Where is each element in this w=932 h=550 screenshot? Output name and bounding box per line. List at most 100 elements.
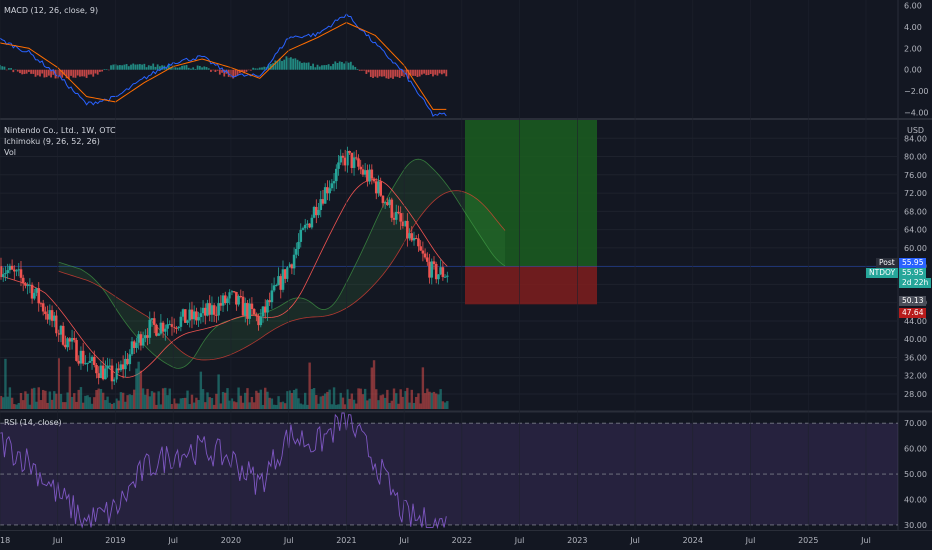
macd-histogram-bar	[190, 68, 192, 70]
volume-bar	[46, 402, 49, 409]
volume-bar	[77, 389, 80, 409]
volume-bar	[264, 387, 267, 409]
volume-bar	[204, 402, 207, 409]
volume-bar	[277, 396, 280, 409]
macd-histogram-bar	[334, 61, 337, 70]
volume-bar	[379, 395, 382, 409]
macd-histogram-bar	[99, 69, 101, 72]
candle-body	[55, 315, 58, 334]
macd-histogram-bar	[176, 67, 179, 70]
volume-bar	[26, 393, 29, 409]
macd-histogram-bar	[7, 68, 10, 70]
volume-bar	[397, 403, 400, 409]
macd-line	[0, 13, 447, 117]
candle-body	[4, 273, 7, 275]
macd-histogram-bar	[387, 69, 390, 79]
macd-histogram-bar	[394, 69, 397, 77]
candle-body	[370, 169, 374, 179]
macd-histogram-bar	[354, 66, 357, 70]
candle-body	[426, 257, 429, 262]
macd-histogram-bar	[161, 65, 163, 70]
candle-body	[392, 217, 396, 220]
volume-bar	[281, 401, 285, 409]
volume-bar	[332, 387, 336, 409]
macd-histogram-bar	[30, 69, 32, 74]
volume-bar	[357, 388, 360, 409]
volume-bar	[141, 388, 145, 409]
macd-histogram-bar	[316, 64, 319, 70]
candle-body	[77, 360, 81, 364]
rsi-tick-label: 60.00	[904, 445, 927, 454]
volume-bar	[368, 398, 371, 409]
volume-bar	[184, 397, 187, 409]
candle-body	[190, 309, 194, 320]
candle-body	[72, 338, 76, 341]
macd-histogram-bar	[130, 64, 132, 70]
candle-body	[219, 303, 223, 306]
candle-body	[30, 284, 34, 299]
macd-histogram-bar	[178, 67, 181, 70]
candle-body	[175, 327, 178, 329]
candle-body	[157, 333, 160, 336]
volume-bar	[17, 402, 20, 409]
macd-histogram-bar	[210, 69, 212, 72]
candle-body	[223, 295, 227, 304]
volume-bar	[419, 403, 422, 409]
volume-bar	[104, 400, 107, 409]
macd-histogram-bar	[412, 69, 414, 76]
rsi-tick-label: 70.00	[904, 419, 927, 428]
candle-body	[439, 267, 442, 275]
volume-bar	[250, 396, 254, 409]
volume-bar	[53, 391, 56, 409]
macd-histogram-bar	[110, 65, 112, 70]
macd-histogram-bar	[236, 69, 239, 75]
candle-body	[210, 305, 214, 315]
volume-bar	[90, 403, 94, 409]
volume-bar	[93, 397, 96, 409]
macd-histogram-bar	[79, 69, 81, 77]
candle-body	[255, 314, 258, 316]
volume-bar	[188, 404, 191, 409]
price-tick-label: 64.00	[904, 226, 927, 235]
volume-bar	[392, 388, 396, 409]
macd-histogram-bar	[134, 64, 137, 70]
volume-bar	[84, 395, 87, 409]
volume-bar	[339, 392, 342, 409]
volume-bar	[150, 391, 154, 409]
macd-histogram-bar	[207, 68, 210, 70]
candle-body	[86, 362, 89, 364]
volume-bar	[290, 392, 294, 409]
macd-histogram-bar	[358, 69, 361, 71]
candle-body	[186, 320, 189, 323]
volume-bar	[224, 392, 227, 409]
macd-histogram-bar	[27, 69, 30, 72]
volume-bar	[39, 400, 43, 409]
candle-body	[183, 309, 187, 323]
candle-body	[181, 309, 185, 317]
candle-body	[328, 188, 331, 194]
candle-body	[417, 238, 420, 247]
macd-histogram-bar	[45, 69, 48, 78]
volume-bar	[370, 367, 374, 409]
macd-histogram-bar	[398, 69, 401, 78]
macd-tick-label: 4.00	[904, 23, 922, 32]
candle-body	[383, 202, 387, 204]
candle-body	[323, 187, 327, 204]
volume-bar	[430, 392, 433, 409]
macd-histogram-bar	[103, 69, 106, 70]
volume-bar	[252, 402, 256, 409]
macd-histogram-bar	[154, 66, 157, 70]
volume-bar	[19, 393, 23, 409]
volume-bar	[148, 396, 151, 409]
candle-body	[341, 155, 345, 158]
macd-histogram-bar	[127, 66, 130, 70]
macd-histogram-bar	[201, 67, 203, 70]
ichimoku-cloud	[58, 159, 506, 369]
candle-body	[155, 324, 158, 336]
macd-histogram-bar	[381, 69, 383, 77]
macd-histogram-bar	[156, 64, 159, 70]
macd-histogram-bar	[181, 65, 183, 70]
candle-body	[446, 275, 449, 277]
last-value-tag: 55.95	[899, 268, 927, 278]
